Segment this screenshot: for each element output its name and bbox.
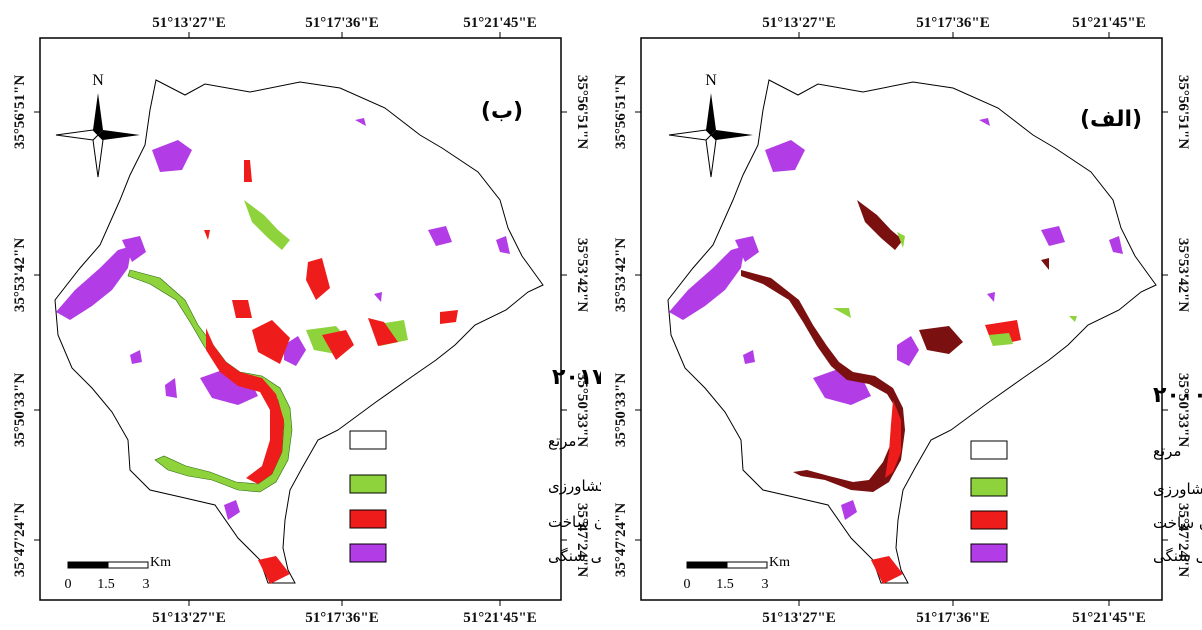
legend-swatch-rangeland bbox=[349, 430, 387, 450]
lon-top-label: 51°13'27"E bbox=[762, 15, 836, 31]
lat-right-label: 35°47'24"N bbox=[1175, 503, 1191, 577]
legend-swatch-rock-outcrop bbox=[970, 543, 1008, 563]
map-2017-svg: 51°13'27"E 51°17'36"E 51°21'45"E 51°13'2… bbox=[12, 15, 601, 626]
lat-right-label: 35°56'51"N bbox=[1175, 75, 1191, 149]
north-label: N bbox=[92, 72, 104, 89]
lat-ticks-left: 35°56'51"N 35°53'42"N 35°50'33"N 35°47'2… bbox=[613, 75, 641, 577]
legend: مرتع کشاورزی مناطق انسان ساخت بیرون زدگی… bbox=[970, 440, 1202, 565]
legend-label: کشاورزی bbox=[548, 477, 601, 495]
legend-swatch-agriculture bbox=[349, 474, 387, 494]
scale-label: 0 bbox=[684, 577, 691, 592]
legend-label: مناطق انسان ساخت bbox=[548, 513, 601, 531]
lat-ticks-left: 35°56'51"N 35°53'42"N 35°50'33"N 35°47'2… bbox=[12, 75, 40, 577]
lon-top-label: 51°21'45"E bbox=[1072, 15, 1146, 31]
year-label: سال ۲۰۰۰ bbox=[1153, 383, 1202, 408]
legend-label: مرتع bbox=[548, 432, 576, 450]
map-panel-2000: 51°13'27"E 51°17'36"E 51°21'45"E 51°13'2… bbox=[601, 0, 1202, 630]
scale-bar: Km 0 1.5 3 bbox=[65, 555, 172, 592]
map-panel-2017: 51°13'27"E 51°17'36"E 51°21'45"E 51°13'2… bbox=[12, 15, 601, 626]
lat-left-label: 35°56'51"N bbox=[12, 75, 28, 149]
panel-label: (ب) bbox=[481, 99, 523, 124]
scale-label: 1.5 bbox=[716, 577, 734, 592]
lat-ticks-right: 35°56'51"N 35°53'42"N 35°50'33"N 35°47'2… bbox=[561, 75, 590, 577]
legend: مرتع کشاورزی مناطق انسان ساخت بیرون زدگی… bbox=[349, 430, 601, 565]
lat-right-label: 35°56'51"N bbox=[574, 75, 590, 149]
lon-ticks-bottom: 51°13'27"E 51°17'36"E 51°21'45"E bbox=[762, 600, 1146, 626]
legend-swatch-built-up bbox=[349, 509, 387, 529]
watershed-boundary bbox=[54, 79, 544, 584]
scale-label: 0 bbox=[65, 577, 72, 592]
lat-left-label: 35°47'24"N bbox=[12, 503, 28, 577]
lon-ticks-top: 51°13'27"E 51°17'36"E 51°21'45"E bbox=[152, 15, 537, 38]
legend-swatch-rock-outcrop bbox=[349, 543, 387, 563]
legend-swatch-rangeland bbox=[970, 440, 1008, 460]
lon-bottom-label: 51°21'45"E bbox=[1072, 610, 1146, 626]
lat-left-label: 35°53'42"N bbox=[613, 238, 629, 312]
lat-left-label: 35°50'33"N bbox=[613, 373, 629, 447]
lon-ticks-top: 51°13'27"E 51°17'36"E 51°21'45"E bbox=[762, 15, 1146, 38]
watershed-boundary bbox=[667, 79, 1157, 584]
lon-top-label: 51°13'27"E bbox=[152, 15, 226, 31]
scale-label: 1.5 bbox=[97, 577, 115, 592]
legend-label: مرتع bbox=[1153, 442, 1181, 460]
legend-label: مناطق انسان ساخت bbox=[1153, 514, 1202, 532]
legend-label: کشاورزی bbox=[1153, 480, 1202, 498]
compass-north-arrow-icon: N bbox=[668, 72, 753, 178]
lat-left-label: 35°50'33"N bbox=[12, 373, 28, 447]
lat-right-label: 35°53'42"N bbox=[574, 238, 590, 312]
scale-label: 3 bbox=[762, 577, 769, 592]
scale-unit: Km bbox=[769, 555, 790, 570]
map-2000-svg: 51°13'27"E 51°17'36"E 51°21'45"E 51°13'2… bbox=[613, 15, 1202, 626]
scale-bar: Km 0 1.5 3 bbox=[684, 555, 791, 592]
lon-bottom-label: 51°17'36"E bbox=[916, 610, 990, 626]
compass-north-arrow-icon: N bbox=[55, 72, 140, 178]
lat-right-label: 35°47'24"N bbox=[574, 503, 590, 577]
legend-label: بیرون زدگی سنگی bbox=[1153, 547, 1202, 565]
panel-label: (الف) bbox=[1080, 107, 1142, 132]
north-label: N bbox=[705, 72, 717, 89]
legend-swatch-built-up bbox=[970, 510, 1008, 530]
scale-label: 3 bbox=[143, 577, 150, 592]
lat-left-label: 35°53'42"N bbox=[12, 238, 28, 312]
lon-bottom-label: 51°13'27"E bbox=[152, 610, 226, 626]
lat-left-label: 35°47'24"N bbox=[613, 503, 629, 577]
year-label: سال ۲۰۱۷ bbox=[552, 365, 601, 390]
lat-right-label: 35°53'42"N bbox=[1175, 238, 1191, 312]
lat-left-label: 35°56'51"N bbox=[613, 75, 629, 149]
lon-bottom-label: 51°17'36"E bbox=[305, 610, 379, 626]
lon-top-label: 51°17'36"E bbox=[916, 15, 990, 31]
landcover-patches-2000 bbox=[669, 118, 1123, 584]
scale-unit: Km bbox=[150, 555, 171, 570]
landcover-patches-2017 bbox=[56, 118, 510, 584]
legend-swatch-agriculture bbox=[970, 477, 1008, 497]
lat-ticks-right: 35°56'51"N 35°53'42"N 35°50'33"N 35°47'2… bbox=[1162, 75, 1191, 577]
lon-ticks-bottom: 51°13'27"E 51°17'36"E 51°21'45"E bbox=[152, 600, 537, 626]
lon-bottom-label: 51°21'45"E bbox=[463, 610, 537, 626]
legend-label: بیرون زدگی سنگی bbox=[548, 547, 601, 565]
lon-top-label: 51°21'45"E bbox=[463, 15, 537, 31]
lon-top-label: 51°17'36"E bbox=[305, 15, 379, 31]
lat-right-label: 35°50'33"N bbox=[1175, 373, 1191, 447]
lat-right-label: 35°50'33"N bbox=[574, 373, 590, 447]
lon-bottom-label: 51°13'27"E bbox=[762, 610, 836, 626]
